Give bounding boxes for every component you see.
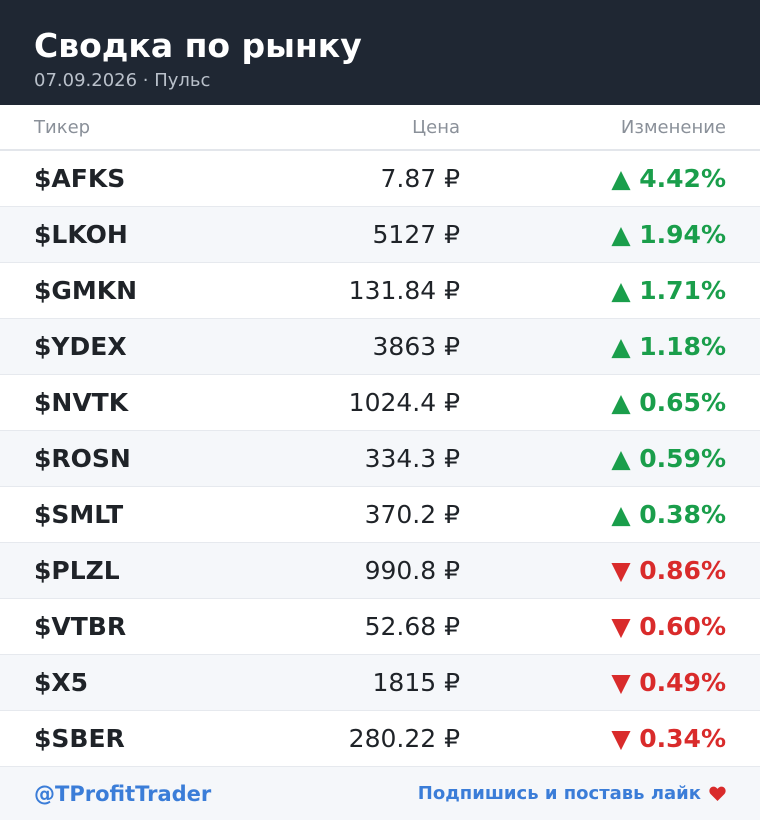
ticker: $AFKS: [34, 164, 126, 193]
price: 990.8 ₽: [364, 556, 460, 585]
ticker: $GMKN: [34, 276, 138, 305]
header: Сводка по рынку 07.09.2026 · Пульс: [0, 0, 760, 105]
cta-text: Подпишись и поставь лайк: [417, 783, 701, 804]
ticker: $PLZL: [34, 556, 120, 585]
change: ▲ 0.65%: [611, 388, 726, 417]
change: ▲ 0.38%: [611, 500, 726, 529]
table-row: $SBER 280.22 ₽ ▼ 0.34%: [0, 711, 760, 767]
subtitle: 07.09.2026 · Пульс: [34, 70, 211, 91]
table-row: $GMKN 131.84 ₽ ▲ 1.71%: [0, 263, 760, 319]
price: 3863 ₽: [372, 332, 460, 361]
header-row: Тикер Цена Изменение: [0, 105, 760, 151]
table-row: $X5 1815 ₽ ▼ 0.49%: [0, 655, 760, 711]
change: ▲ 0.59%: [611, 444, 726, 473]
ticker: $YDEX: [34, 332, 127, 361]
price: 7.87 ₽: [380, 164, 460, 193]
ticker: $SBER: [34, 724, 125, 753]
table-row: $YDEX 3863 ₽ ▲ 1.18%: [0, 319, 760, 375]
column-header: Тикер: [34, 116, 91, 138]
cta[interactable]: Подпишись и поставь лайк: [418, 783, 726, 804]
table-row: $AFKS 7.87 ₽ ▲ 4.42%: [0, 151, 760, 207]
column-header: Цена: [412, 116, 460, 138]
price: 5127 ₽: [372, 220, 460, 249]
price: 280.22 ₽: [348, 724, 460, 753]
change: ▲ 1.18%: [611, 332, 726, 361]
table-row: $SMLT 370.2 ₽ ▲ 0.38%: [0, 487, 760, 543]
footer: @TProfitTrader Подпишись и поставь лайк: [0, 767, 760, 820]
handle[interactable]: @TProfitTrader: [34, 781, 212, 806]
ticker: $X5: [34, 668, 89, 697]
change: ▼ 0.86%: [611, 556, 726, 585]
ticker: $NVTK: [34, 388, 129, 417]
table-row: $PLZL 990.8 ₽ ▼ 0.86%: [0, 543, 760, 599]
change: ▼ 0.49%: [611, 668, 726, 697]
table: Тикер Цена Изменение $AFKS 7.87 ₽ ▲ 4.42% $…: [0, 105, 760, 767]
price: 131.84 ₽: [348, 276, 460, 305]
table-row: $ROSN 334.3 ₽ ▲ 0.59%: [0, 431, 760, 487]
price: 1815 ₽: [372, 668, 460, 697]
column-header: Изменение: [620, 116, 726, 138]
price: 334.3 ₽: [364, 444, 460, 473]
heart-icon: [709, 786, 726, 801]
price: 1024.4 ₽: [348, 388, 460, 417]
change: ▼ 0.34%: [611, 724, 726, 753]
table-row: $LKOH 5127 ₽ ▲ 1.94%: [0, 207, 760, 263]
change: ▼ 0.60%: [611, 612, 726, 641]
price: 52.68 ₽: [364, 612, 460, 641]
ticker: $VTBR: [34, 612, 127, 641]
table-row: $NVTK 1024.4 ₽ ▲ 0.65%: [0, 375, 760, 431]
ticker: $LKOH: [34, 220, 128, 249]
price: 370.2 ₽: [364, 500, 460, 529]
change: ▲ 1.94%: [611, 220, 726, 249]
ticker: $ROSN: [34, 444, 131, 473]
table-row: $VTBR 52.68 ₽ ▼ 0.60%: [0, 599, 760, 655]
title: Сводка по рынку: [34, 26, 362, 65]
change: ▲ 1.71%: [611, 276, 726, 305]
ticker: $SMLT: [34, 500, 124, 529]
change: ▲ 4.42%: [611, 164, 726, 193]
